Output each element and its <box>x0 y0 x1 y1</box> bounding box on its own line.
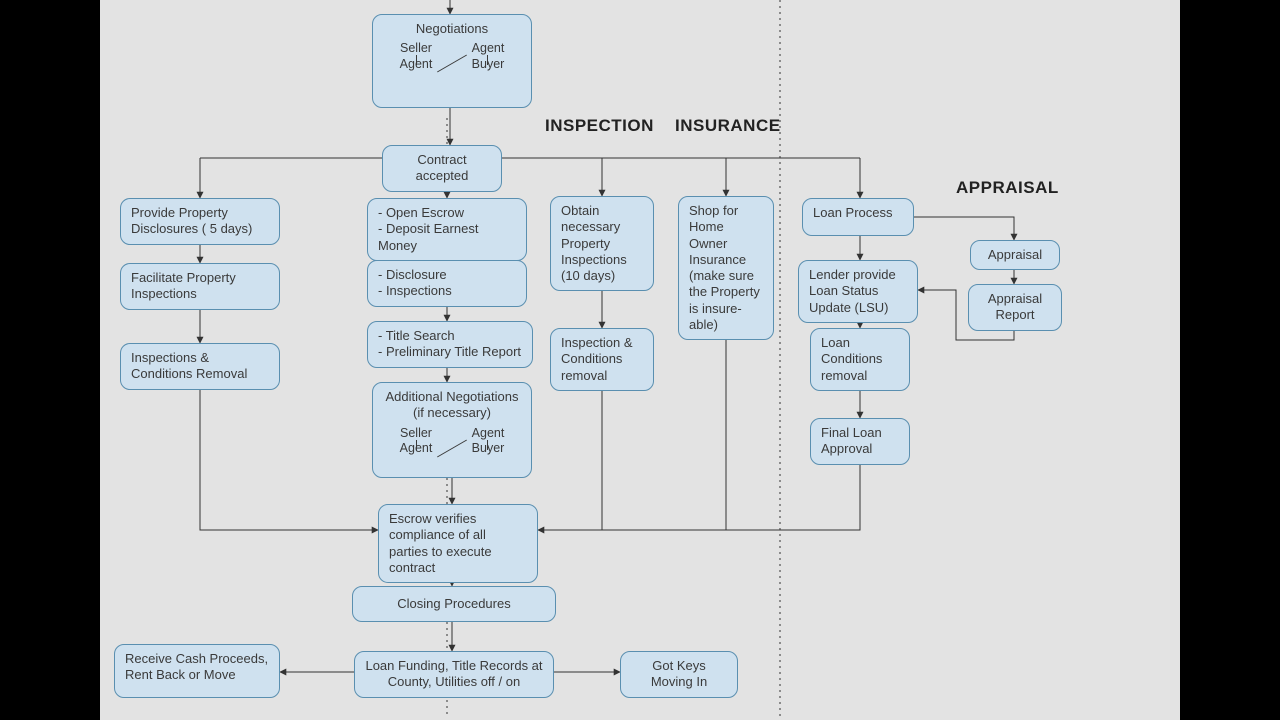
party-tr: Agent <box>461 41 515 57</box>
edge-e_c2 <box>538 380 602 530</box>
node-titlesearch: - Title Search- Preliminary Title Report <box>367 321 533 368</box>
node-shopins: Shop for Home Owner Insurance (make sure… <box>678 196 774 340</box>
node-loanfund: Loan Funding, Title Records at County, U… <box>354 651 554 698</box>
parties-grid: SellerAgentAgentBuyer <box>383 426 521 459</box>
party-br: Buyer <box>461 57 515 73</box>
node-text: - Disclosure- Inspections <box>378 267 516 300</box>
node-receivecash: Receive Cash Proceeds, Rent Back or Move <box>114 644 280 698</box>
node-facilitate: Facilitate Property Inspections <box>120 263 280 310</box>
edge-e_a3 <box>200 381 378 530</box>
node-appraisal: Appraisal <box>970 240 1060 270</box>
section-label: APPRAISAL <box>956 178 1059 198</box>
edge-e_l4 <box>538 460 860 530</box>
node-text: Shop for Home Owner Insurance (make sure… <box>689 203 763 333</box>
node-escrowverify: Escrow verifies compliance of all partie… <box>378 504 538 583</box>
node-gotkeys: Got Keys Moving In <box>620 651 738 698</box>
node-text: Loan Conditions removal <box>821 335 899 384</box>
section-label: INSPECTION <box>545 116 654 136</box>
node-text: - Open Escrow- Deposit Earnest Money <box>378 205 516 254</box>
node-closing: Closing Procedures <box>352 586 556 622</box>
node-icremoval1: Inspections & Conditions Removal <box>120 343 280 390</box>
party-tr: Agent <box>461 426 515 442</box>
node-title: Closing Procedures <box>397 596 510 612</box>
node-text: Inspections & Conditions Removal <box>131 350 269 383</box>
node-lsu: Lender provide Loan Status Update (LSU) <box>798 260 918 323</box>
node-title: Negotiations <box>383 21 521 37</box>
node-text: Final Loan Approval <box>821 425 899 458</box>
node-disclose5: Provide Property Disclosures ( 5 days) <box>120 198 280 245</box>
node-finalloan: Final Loan Approval <box>810 418 910 465</box>
node-text: Got Keys Moving In <box>631 658 727 691</box>
node-text: Facilitate Property Inspections <box>131 270 269 303</box>
node-obtaininsp: Obtain necessary Property Inspections (1… <box>550 196 654 291</box>
node-contract: Contract accepted <box>382 145 502 192</box>
node-addlneg: Additional Negotiations (if necessary) Se… <box>372 382 532 478</box>
node-text: Lender provide Loan Status Update (LSU) <box>809 267 907 316</box>
node-text: Provide Property Disclosures ( 5 days) <box>131 205 269 238</box>
node-loanproc: Loan Process <box>802 198 914 236</box>
node-text: Loan Process <box>813 205 903 221</box>
section-label: INSURANCE <box>675 116 781 136</box>
node-text: - Title Search- Preliminary Title Report <box>378 328 522 361</box>
node-title: Additional Negotiations (if necessary) <box>383 389 521 422</box>
node-text: Receive Cash Proceeds, Rent Back or Move <box>125 651 269 684</box>
node-apprpt: Appraisal Report <box>968 284 1062 331</box>
node-title: Contract accepted <box>393 152 491 185</box>
parties-grid: SellerAgentAgentBuyer <box>383 41 521 74</box>
node-loancond: Loan Conditions removal <box>810 328 910 391</box>
node-neg: Negotiations SellerAgentAgentBuyer <box>372 14 532 108</box>
node-escrowopen: - Open Escrow- Deposit Earnest Money <box>367 198 527 261</box>
node-title: Appraisal <box>988 247 1042 263</box>
edge-e_ap1 <box>914 217 1014 240</box>
flowchart-canvas: INSPECTION INSURANCE APPRAISAL Negotiations… <box>100 0 1180 720</box>
node-text: Inspection & Conditions removal <box>561 335 643 384</box>
party-br: Buyer <box>461 441 515 457</box>
node-text: Escrow verifies compliance of all partie… <box>389 511 527 576</box>
node-text: Obtain necessary Property Inspections (1… <box>561 203 643 284</box>
node-inspcond: Inspection & Conditions removal <box>550 328 654 391</box>
node-discinsp: - Disclosure- Inspections <box>367 260 527 307</box>
node-text: Loan Funding, Title Records at County, U… <box>365 658 543 691</box>
node-text: Appraisal Report <box>979 291 1051 324</box>
